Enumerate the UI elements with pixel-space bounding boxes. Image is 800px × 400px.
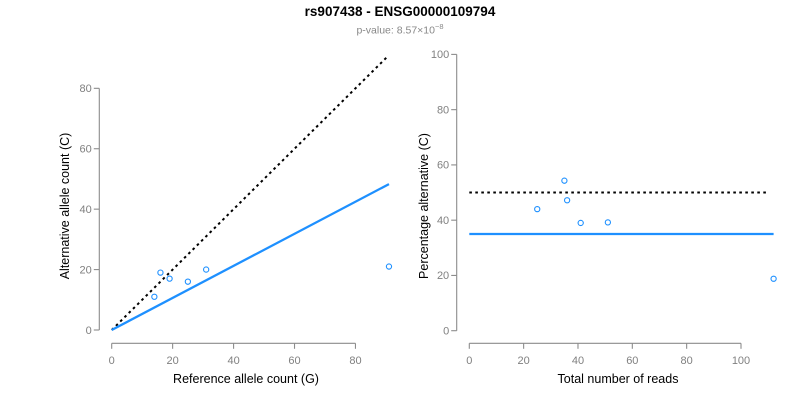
y-tick-label: 80 bbox=[437, 104, 449, 116]
identity-line bbox=[110, 55, 389, 331]
p-value-text: p-value: 8.57×10 bbox=[356, 24, 435, 37]
data-point bbox=[385, 263, 393, 270]
x-tick-label: 0 bbox=[466, 355, 472, 367]
x-tick-label: 100 bbox=[732, 355, 750, 367]
data-point bbox=[203, 266, 210, 273]
y-tick-label: 40 bbox=[80, 204, 92, 216]
p-value-exponent: −8 bbox=[434, 22, 444, 31]
y-tick-label: 60 bbox=[80, 144, 92, 156]
x-tick-label: 60 bbox=[626, 355, 638, 367]
x-tick-label: 20 bbox=[518, 355, 530, 367]
x-tick-label: 40 bbox=[227, 355, 239, 367]
y-tick-label: 40 bbox=[437, 215, 449, 227]
data-point bbox=[770, 275, 777, 282]
y-tick-label: 0 bbox=[86, 325, 92, 337]
y-axis-label: Alternative allele count (C) bbox=[58, 133, 72, 280]
allele-counts-plot: 0 20 40 60 80 0 20 40 60 80 Reference allele count… bbox=[58, 55, 393, 386]
x-tick-label: 80 bbox=[681, 355, 693, 367]
x-axis-label: Reference allele count (G) bbox=[173, 372, 319, 386]
x-tick-label: 0 bbox=[109, 355, 115, 367]
fit-line bbox=[111, 183, 390, 332]
y-tick-label: 0 bbox=[443, 326, 449, 338]
page-title: rs907438 - ENSG00000109794 bbox=[304, 4, 496, 19]
data-point bbox=[157, 269, 164, 276]
data-point bbox=[563, 197, 571, 204]
x-tick-label: 60 bbox=[288, 355, 300, 367]
y-tick-label: 20 bbox=[80, 264, 92, 276]
percentage-vs-depth-plot: 0 20 40 60 80 100 0 20 40 60 80 100 Total number of … bbox=[417, 49, 777, 386]
data-point bbox=[184, 278, 192, 285]
data-point bbox=[561, 177, 568, 184]
y-axis-label: Percentage alternative (C) bbox=[417, 133, 431, 279]
y-tick-label: 100 bbox=[431, 49, 449, 61]
x-tick-label: 40 bbox=[572, 355, 584, 367]
y-tick-label: 80 bbox=[80, 83, 92, 95]
p-value-subtitle: p-value: 8.57×10−8 bbox=[0, 22, 800, 37]
x-axis-label: Total number of reads bbox=[558, 372, 679, 386]
data-point bbox=[534, 205, 541, 213]
data-point bbox=[151, 293, 158, 300]
y-tick-label: 20 bbox=[437, 270, 449, 282]
data-point bbox=[577, 219, 584, 227]
y-tick-label: 60 bbox=[437, 160, 449, 172]
data-point bbox=[604, 219, 612, 226]
x-tick-label: 80 bbox=[349, 355, 361, 367]
x-tick-label: 20 bbox=[167, 355, 179, 367]
data-point bbox=[166, 275, 173, 282]
